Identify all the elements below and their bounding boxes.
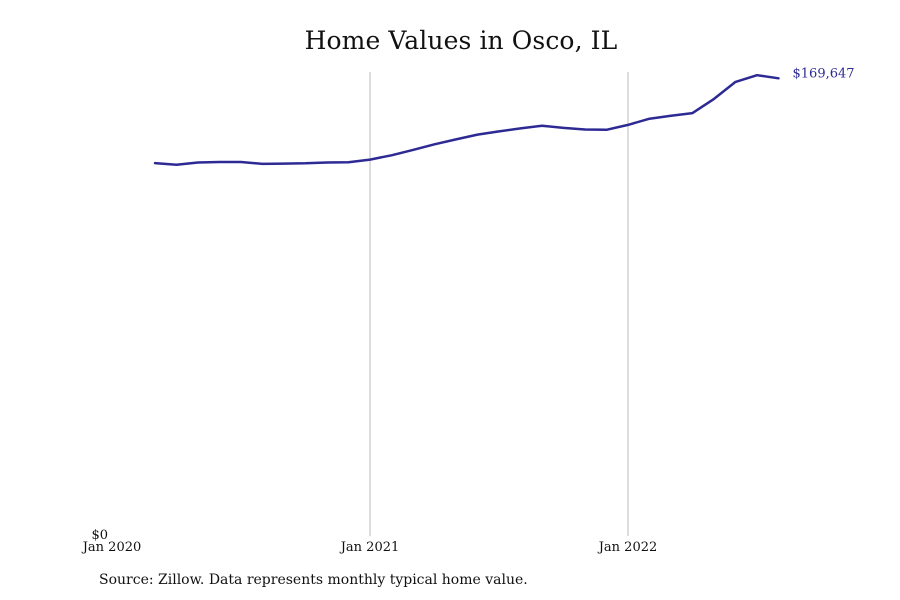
y-tick-label: $0 <box>91 528 108 543</box>
series-group <box>153 73 780 166</box>
series-line <box>153 73 780 166</box>
source-note: Source: Zillow. Data represents monthly … <box>99 572 528 588</box>
x-tick-label: Jan 2021 <box>339 540 400 555</box>
x-tick-label: Jan 2020 <box>81 540 142 555</box>
end-value-label: $169,647 <box>793 66 855 81</box>
x-tick-label: Jan 2022 <box>597 540 658 555</box>
chart-title: Home Values in Osco, IL <box>304 26 618 55</box>
data-labels: $169,647 <box>793 66 855 81</box>
gridlines <box>369 72 629 536</box>
axis-labels: Jan 2020 Jan 2021 Jan 2022 $0 <box>81 528 658 555</box>
